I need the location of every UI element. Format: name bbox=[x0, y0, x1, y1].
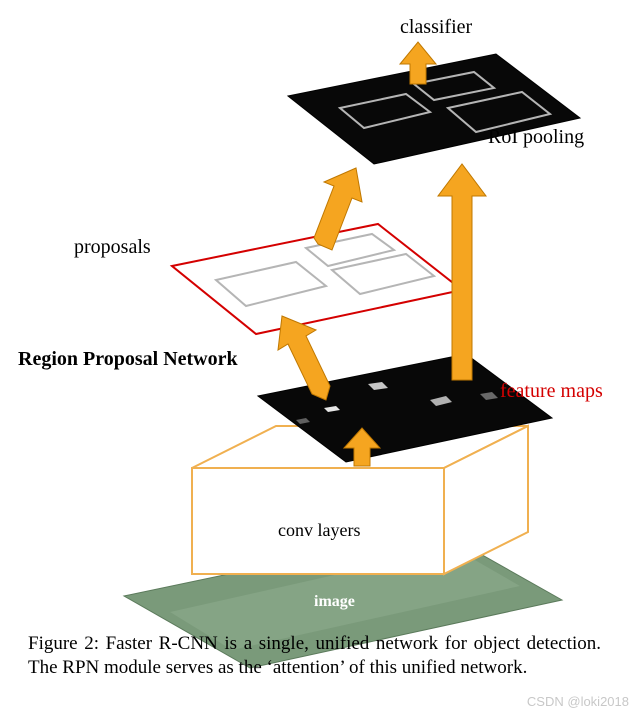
label-image: image bbox=[314, 593, 355, 611]
label-classifier: classifier bbox=[400, 16, 472, 39]
arrow-feature-to-roi bbox=[438, 164, 486, 380]
watermark: CSDN @loki2018 bbox=[527, 694, 629, 709]
label-roi-pooling: RoI pooling bbox=[488, 126, 584, 149]
figure-caption: Figure 2: Faster R-CNN is a single, unif… bbox=[28, 632, 601, 680]
figure-canvas: classifier RoI pooling proposals Region … bbox=[0, 0, 639, 715]
label-rpn: Region Proposal Network bbox=[18, 348, 238, 371]
label-feature-maps: feature maps bbox=[500, 380, 603, 403]
label-proposals: proposals bbox=[74, 236, 151, 259]
label-conv-layers: conv layers bbox=[278, 520, 360, 541]
